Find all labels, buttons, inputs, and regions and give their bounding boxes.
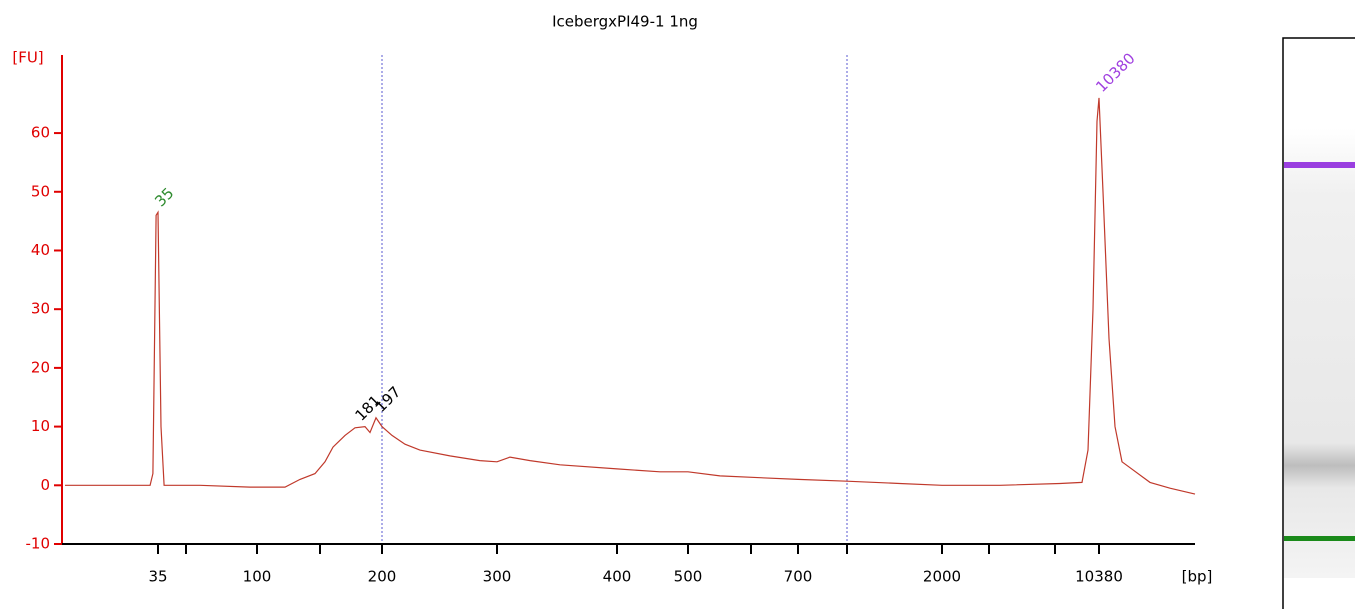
x-tick-label: 100 <box>243 568 272 586</box>
y-tick-label: 50 <box>31 182 50 200</box>
y-tick-label: 40 <box>31 241 50 259</box>
x-tick-label: 300 <box>483 568 512 586</box>
trace <box>65 97 1196 495</box>
x-tick-label: 400 <box>603 568 632 586</box>
y-tick-label: 0 <box>40 476 50 494</box>
x-tick-label: 700 <box>784 568 813 586</box>
gel-smear <box>1284 128 1355 578</box>
y-tick-label: 10 <box>31 417 50 435</box>
y-axis-label: [FU] <box>12 49 43 67</box>
y-tick-label: 30 <box>31 300 50 318</box>
y-tick-label: 20 <box>31 358 50 376</box>
x-tick-label: 10380 <box>1075 568 1123 586</box>
x-axis-label: [bp] <box>1182 568 1213 586</box>
gel-band-upper <box>1284 162 1355 168</box>
peak-label: 10380 <box>1092 49 1138 95</box>
chart-title: IcebergxPI49-1 1ng <box>552 13 698 31</box>
y-tick-label: -10 <box>26 535 51 553</box>
x-tick-label: 2000 <box>923 568 961 586</box>
x-tick-label: 35 <box>148 568 167 586</box>
x-tick-label: 200 <box>368 568 397 586</box>
peak-label: 35 <box>151 184 177 210</box>
gel-lane <box>1282 37 1355 609</box>
y-tick-label: 60 <box>31 124 50 142</box>
gel-band-lower <box>1284 536 1355 541</box>
x-tick-label: 500 <box>674 568 703 586</box>
